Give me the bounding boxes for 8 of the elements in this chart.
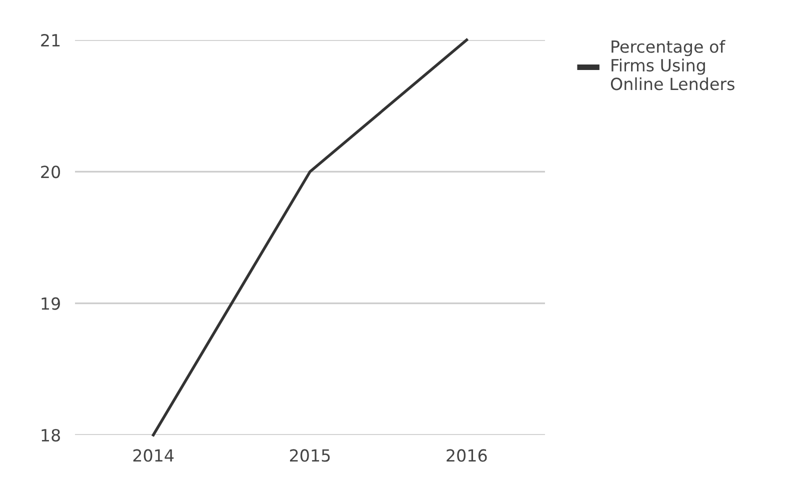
y-tick-label: 19: [42, 297, 60, 310]
legend-label: Percentage of Firms Using Online Lenders: [610, 40, 734, 90]
y-tick-label: 21: [41, 34, 60, 46]
x-tick-label: 2016: [446, 449, 487, 462]
y-tick-label: 18: [42, 428, 60, 442]
y-tick-label: 20: [41, 166, 60, 178]
x-tick-label: 2015: [290, 449, 330, 462]
x-tick-label: 2014: [133, 449, 174, 462]
